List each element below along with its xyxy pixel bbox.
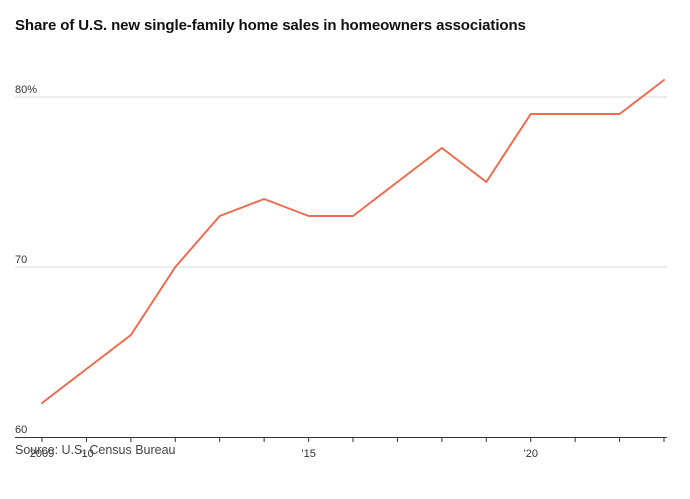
y-tick-label-70: 70 — [15, 254, 27, 266]
x-tick-label-2020: ’20 — [523, 448, 538, 460]
chart-source: Source: U.S. Census Bureau — [15, 443, 176, 457]
x-tick-label-2009: 2009 — [30, 448, 54, 460]
x-tick-label-2015: ’15 — [301, 448, 316, 460]
series-line-0 — [41, 79, 665, 404]
y-tick-label-80: 80% — [15, 84, 37, 96]
y-tick-label-60: 60 — [15, 424, 27, 436]
x-tick-label-2010: ’10 — [79, 448, 94, 460]
chart-title: Share of U.S. new single-family home sal… — [15, 17, 526, 34]
